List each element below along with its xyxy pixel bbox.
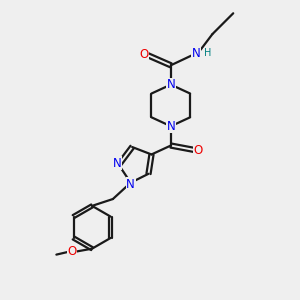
Text: N: N <box>192 47 200 60</box>
Text: H: H <box>204 48 211 59</box>
Text: O: O <box>194 143 203 157</box>
Text: N: N <box>167 78 175 91</box>
Text: N: N <box>113 157 122 170</box>
Text: N: N <box>167 120 175 133</box>
Text: O: O <box>140 48 149 62</box>
Text: N: N <box>126 178 135 191</box>
Text: O: O <box>67 245 76 258</box>
